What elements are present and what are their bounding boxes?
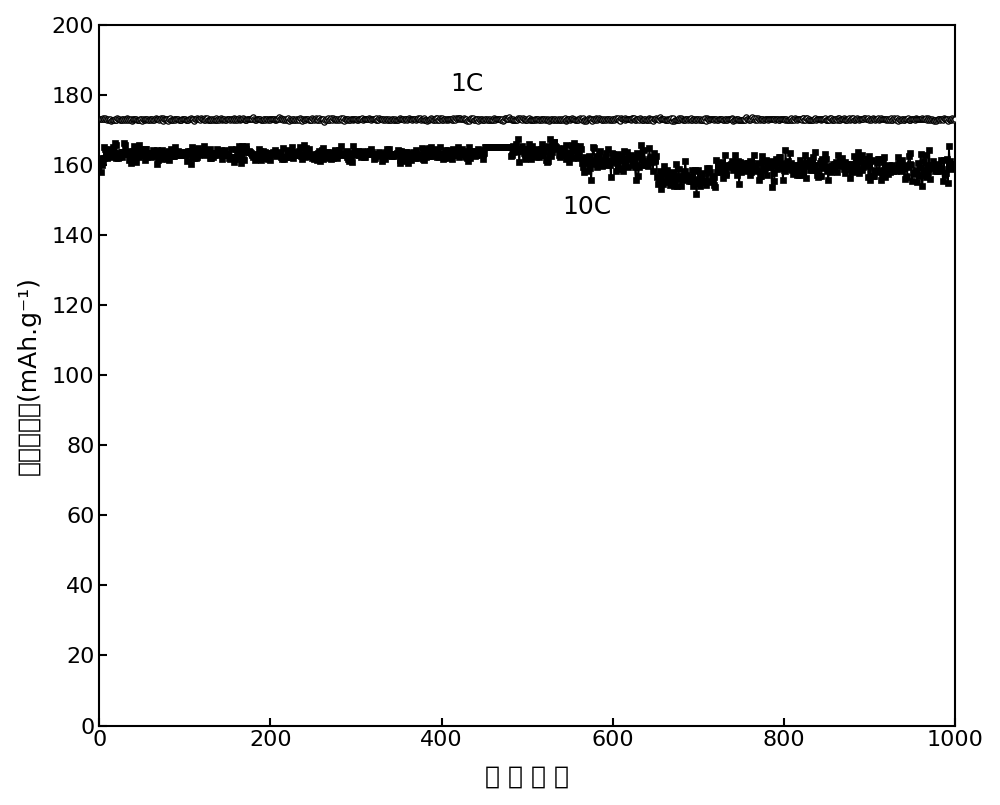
- Text: 1C: 1C: [451, 72, 484, 97]
- Text: 10C: 10C: [562, 195, 612, 219]
- Y-axis label: 放电比容量(mAh.g⁻¹): 放电比容量(mAh.g⁻¹): [17, 275, 41, 475]
- X-axis label: 循 环 次 数: 循 环 次 数: [485, 764, 569, 788]
